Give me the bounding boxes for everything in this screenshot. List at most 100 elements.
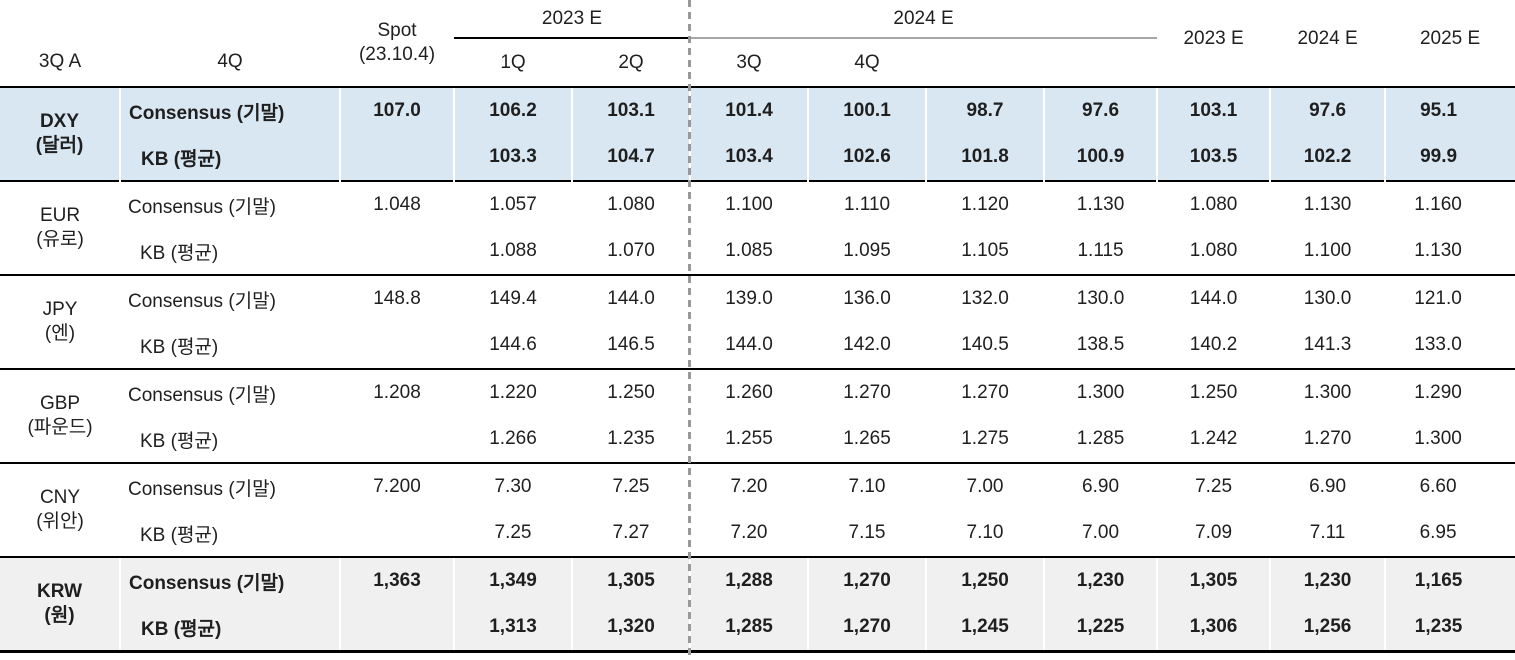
value-cell: 148.8 — [340, 274, 454, 322]
header-quarter-3q: 3Q — [736, 51, 762, 73]
value-cell: 1.115 — [1077, 240, 1124, 261]
value-cell: 1,285 — [689, 604, 809, 652]
value-cell: 136.0 — [808, 274, 927, 322]
value-cell: 1.270 — [926, 368, 1045, 416]
currency-label-eur: EUR (유로) — [0, 180, 120, 275]
value-cell: 144.0 — [572, 274, 691, 322]
value-cell: 139.0 — [690, 274, 809, 322]
value-cell — [340, 228, 454, 275]
value-cell: 7.27 — [612, 522, 650, 543]
row-cny-consensus: CNY (위안) Consensus (기말) 7.200 7.30 7.25 7.20 7.… — [0, 462, 1515, 557]
table-header: Spot (23.10.4) 2023 E 2024 E 2023 E 2024… — [0, 0, 1515, 87]
value-cell: 1,305 — [570, 556, 691, 604]
value-cell: 138.5 — [1076, 334, 1125, 355]
value-cell: 6.95 — [1419, 522, 1457, 543]
currency-label-dxy: DXY (달러) — [0, 86, 120, 181]
value-cell: 97.6 — [1043, 86, 1158, 134]
value-cell: 103.3 — [453, 134, 572, 181]
value-cell: 1.057 — [454, 180, 572, 228]
value-cell: 1.300 — [1414, 428, 1462, 449]
value-cell: 6.90 — [1270, 462, 1386, 510]
header-annual-2025e: 2025 E — [1419, 28, 1481, 49]
series-label: KB (평균) — [119, 134, 340, 181]
value-cell: 7.20 — [690, 462, 809, 510]
value-cell: 1.290 — [1385, 368, 1515, 416]
series-label: Consensus (기말) — [119, 556, 340, 604]
row-dxy-consensus: DXY (달러) Consensus (기말) 107.0 106.2 103.1 101.… — [0, 86, 1515, 181]
currency-code: EUR — [39, 205, 81, 226]
value-cell: 1.300 — [1044, 368, 1158, 416]
value-cell: 133.0 — [1414, 334, 1462, 355]
value-cell: 1.105 — [961, 240, 1009, 261]
value-cell: 7.30 — [454, 462, 572, 510]
series-label: KB (평균) — [140, 430, 219, 452]
value-cell — [340, 510, 454, 557]
value-cell: 1,349 — [453, 556, 572, 604]
value-cell: 1.270 — [808, 368, 927, 416]
value-cell: 141.3 — [1303, 334, 1352, 355]
value-cell: 97.6 — [1269, 86, 1386, 134]
value-cell: 140.5 — [961, 334, 1009, 355]
currency-code: CNY — [39, 487, 81, 508]
series-label: Consensus (기말) — [120, 462, 340, 510]
value-cell — [339, 604, 454, 652]
currency-code: KRW — [36, 581, 83, 602]
value-cell: 98.7 — [925, 86, 1045, 134]
value-cell: 1.235 — [607, 428, 655, 449]
value-cell: 144.0 — [1157, 274, 1271, 322]
value-cell: 1.110 — [808, 180, 927, 228]
value-cell: 1.285 — [1076, 428, 1125, 449]
currency-name-kr: (파운드) — [27, 417, 93, 438]
row-gbp-consensus: GBP (파운드) Consensus (기말) 1.208 1.220 1.250 1.2… — [0, 368, 1515, 463]
row-gbp-kb: KB (평균) 1.266 1.235 1.255 1.265 1.275 1.285 1.2… — [0, 416, 1515, 463]
value-cell: 1,225 — [1043, 604, 1158, 652]
value-cell: 144.0 — [725, 334, 773, 355]
value-cell: 1,288 — [689, 556, 809, 604]
value-cell: 104.7 — [570, 134, 691, 181]
header-empty-cell — [0, 0, 340, 38]
value-cell: 103.1 — [1156, 86, 1271, 134]
value-cell: 7.10 — [966, 522, 1004, 543]
value-cell: 1.250 — [572, 368, 691, 416]
value-cell — [340, 416, 454, 463]
value-cell: 144.6 — [489, 334, 537, 355]
value-cell: 7.00 — [926, 462, 1045, 510]
value-cell: 1.300 — [1270, 368, 1386, 416]
spot-date: (23.10.4) — [358, 44, 436, 65]
value-cell: 100.1 — [807, 86, 927, 134]
row-cny-kb: KB (평균) 7.25 7.27 7.20 7.15 7.10 7.00 7.09 7.11 6… — [0, 510, 1515, 557]
currency-label-gbp: GBP (파운드) — [0, 368, 120, 463]
value-cell — [339, 134, 454, 181]
value-cell: 101.4 — [689, 86, 809, 134]
value-cell: 1,165 — [1384, 556, 1515, 604]
value-cell: 7.11 — [1309, 522, 1346, 543]
series-label: Consensus (기말) — [120, 368, 340, 416]
value-cell: 7.00 — [1082, 522, 1120, 543]
header-quarter-3qa: 3Q A — [38, 51, 82, 72]
currency-name-kr: (원) — [44, 605, 75, 626]
value-cell: 1,305 — [1156, 556, 1271, 604]
currency-name-kr: (유로) — [36, 229, 84, 250]
value-cell: 106.2 — [453, 86, 572, 134]
value-cell: 103.5 — [1156, 134, 1271, 181]
currency-label-cny: CNY (위안) — [0, 462, 120, 557]
series-label: KB (평균) — [140, 336, 219, 358]
value-cell: 99.9 — [1384, 134, 1515, 181]
value-cell: 1.255 — [725, 428, 773, 449]
series-label: KB (평균) — [119, 604, 340, 652]
value-cell: 1.266 — [489, 428, 537, 449]
value-cell: 1.242 — [1189, 428, 1238, 449]
value-cell: 1.085 — [725, 240, 773, 261]
value-cell: 1.048 — [340, 180, 454, 228]
value-cell: 1.080 — [1189, 240, 1238, 261]
value-cell: 1,256 — [1269, 604, 1386, 652]
value-cell: 1.100 — [690, 180, 809, 228]
value-cell: 1.270 — [1303, 428, 1352, 449]
row-eur-kb: KB (평균) 1.088 1.070 1.085 1.095 1.105 1.115 1.0… — [0, 228, 1515, 275]
value-cell: 7.25 — [572, 462, 691, 510]
series-label: KB (평균) — [140, 524, 219, 546]
value-cell: 1.250 — [1157, 368, 1271, 416]
value-cell: 1.220 — [454, 368, 572, 416]
value-cell: 100.9 — [1043, 134, 1158, 181]
